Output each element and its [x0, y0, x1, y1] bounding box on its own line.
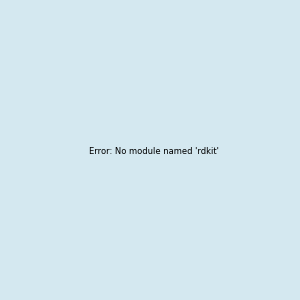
Text: Error: No module named 'rdkit': Error: No module named 'rdkit' — [89, 147, 219, 156]
